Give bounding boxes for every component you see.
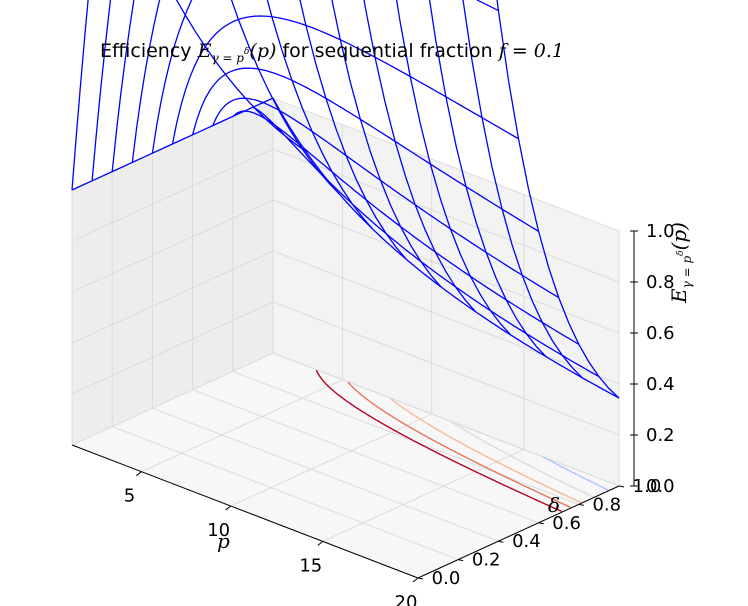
x-axis-label: p xyxy=(217,529,230,553)
grid-line-z xyxy=(71,301,620,436)
y-tick xyxy=(538,522,544,525)
efficiency-wireframe xyxy=(71,0,620,399)
wire-line-p xyxy=(496,0,620,399)
z-tick-label: 1.0 xyxy=(646,221,675,242)
wire-line-p xyxy=(175,0,307,152)
zlabel-func-sub: γ = p xyxy=(680,256,694,289)
axis-lines xyxy=(71,230,638,583)
y-tick-label: 0.6 xyxy=(552,513,581,534)
grid-line-z xyxy=(71,250,620,385)
x-tick-label: 5 xyxy=(124,486,135,507)
grid-line-z xyxy=(71,148,620,283)
z-tick-label: 0.0 xyxy=(646,476,675,497)
z-axis-label: Eγ = pδ(p) xyxy=(667,222,694,304)
y-tick-label: 0.2 xyxy=(472,550,501,571)
wire-line-p xyxy=(395,0,512,336)
floor-pane xyxy=(72,353,619,578)
zlabel-func-sup: δ xyxy=(676,250,686,255)
axis-panes xyxy=(72,98,619,578)
z-tick-label: 0.4 xyxy=(646,374,675,395)
floor-contours xyxy=(315,369,609,513)
x-tick xyxy=(412,577,419,583)
title-middle: for sequential fraction xyxy=(276,40,498,62)
contour-level-0.8 xyxy=(315,369,562,513)
tick-labels: 51015200.00.20.40.60.81.00.00.20.40.60.8… xyxy=(124,221,675,606)
contour-level-0.4 xyxy=(543,456,609,491)
y-axis-label: δ xyxy=(548,493,560,517)
x-tick-label: 10 xyxy=(207,520,230,541)
left-pane xyxy=(72,98,273,445)
title-func-sup: δ xyxy=(244,47,249,57)
wire-line-p xyxy=(266,0,373,230)
x-tick-label: 20 xyxy=(395,592,418,606)
y-tick-label: 1.0 xyxy=(633,476,662,497)
y-tick xyxy=(458,559,464,562)
contour-level-0.5 xyxy=(450,420,594,498)
title-prefix: Efficiency xyxy=(100,40,198,62)
grid-lines xyxy=(71,97,620,579)
wire-line-p xyxy=(230,0,340,195)
z-tick-label: 0.2 xyxy=(646,425,675,446)
x-tick xyxy=(317,541,324,546)
y-tick-label: 0.0 xyxy=(432,568,461,589)
grid-line-z xyxy=(71,352,620,487)
wire-line-p xyxy=(331,0,442,288)
x-axis-line xyxy=(71,444,419,579)
x-tick xyxy=(136,471,142,477)
y-axis-line xyxy=(417,485,620,579)
wire-line-p xyxy=(363,0,476,313)
wire-line-p xyxy=(462,0,583,379)
y-tick xyxy=(498,540,504,543)
title-func-arg: (p) xyxy=(249,40,276,62)
x-tick xyxy=(225,505,231,511)
title-func-sub: γ = p xyxy=(211,51,244,65)
x-tick-label: 15 xyxy=(299,555,322,576)
y-tick-label: 0.8 xyxy=(592,494,621,515)
y-tick xyxy=(618,485,625,488)
contour-level-0.6 xyxy=(390,398,582,504)
grid-line-z xyxy=(71,199,620,334)
wire-line-p xyxy=(299,0,407,260)
z-tick-label: 0.6 xyxy=(646,323,675,344)
title-func: E xyxy=(197,40,212,62)
wire-line-p xyxy=(71,97,274,191)
y-tick xyxy=(417,577,424,580)
y-tick-label: 0.4 xyxy=(512,531,541,552)
title-param: f = 0.1 xyxy=(497,40,564,62)
zlabel-func: E xyxy=(667,288,691,304)
z-tick-label: 0.8 xyxy=(646,272,675,293)
zlabel-func-arg: (p) xyxy=(667,222,691,250)
chart-title: Efficiency Eγ = pδ(p) for sequential fra… xyxy=(100,40,564,65)
contour-level-0.7 xyxy=(347,381,571,508)
wire-line-p xyxy=(428,0,547,358)
y-tick xyxy=(578,503,584,506)
